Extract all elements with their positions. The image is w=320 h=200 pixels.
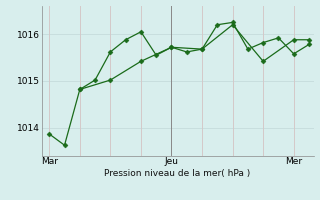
X-axis label: Pression niveau de la mer( hPa ): Pression niveau de la mer( hPa ) (104, 169, 251, 178)
